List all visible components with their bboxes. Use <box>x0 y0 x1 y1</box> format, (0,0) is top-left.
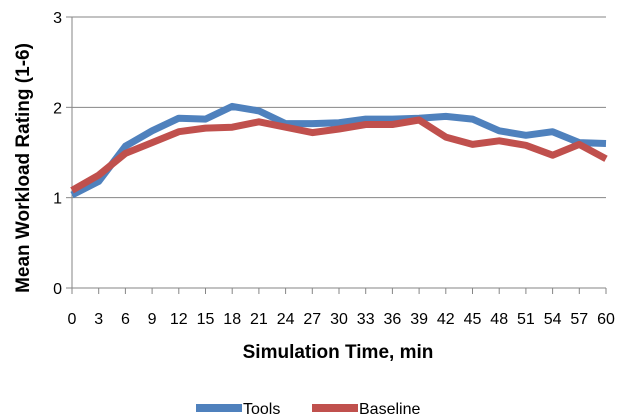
legend-label-tools: Tools <box>243 401 280 418</box>
x-tick-label: 45 <box>464 311 482 328</box>
x-tick-label: 27 <box>303 311 321 328</box>
x-tick-label: 57 <box>570 311 588 328</box>
x-tick-label: 30 <box>330 311 348 328</box>
x-axis-tick-labels: 0 3 6 9 12 15 18 21 24 27 30 33 36 39 42 45 48 51 54 57 60 <box>68 311 615 328</box>
x-tick-label: 15 <box>197 311 215 328</box>
series-line-baseline <box>70 116 608 194</box>
y-tick-label: 1 <box>53 191 62 208</box>
y-axis-tick-labels: 0 1 2 3 <box>53 10 72 298</box>
x-tick-label: 18 <box>223 311 241 328</box>
y-axis-title: Mean Workload Rating (1-6) <box>13 43 34 293</box>
x-tick-label: 54 <box>544 311 562 328</box>
series-lines <box>70 102 608 199</box>
x-axis-title: Simulation Time, min <box>243 342 434 363</box>
x-tick-label: 24 <box>277 311 295 328</box>
legend: Tools Baseline <box>196 401 420 418</box>
y-tick-label: 2 <box>53 100 62 117</box>
x-tick-label: 0 <box>68 311 77 328</box>
x-tick-label: 6 <box>121 311 130 328</box>
x-tick-label: 60 <box>597 311 615 328</box>
gridlines <box>72 16 606 199</box>
x-tick-label: 21 <box>250 311 268 328</box>
y-tick-label: 0 <box>53 281 62 298</box>
y-tick-label: 3 <box>53 10 62 27</box>
x-tick-label: 51 <box>517 311 535 328</box>
x-tick-label: 36 <box>384 311 402 328</box>
x-tick-label: 39 <box>410 311 428 328</box>
legend-label-baseline: Baseline <box>359 401 420 418</box>
x-tick-label: 33 <box>357 311 375 328</box>
x-tick-label: 42 <box>437 311 455 328</box>
series-line-tools <box>70 102 607 199</box>
x-tick-label: 9 <box>148 311 157 328</box>
x-tick-label: 48 <box>490 311 508 328</box>
x-tick-label: 3 <box>94 311 103 328</box>
x-tick-label: 12 <box>170 311 188 328</box>
x-axis-ticks <box>71 288 607 294</box>
